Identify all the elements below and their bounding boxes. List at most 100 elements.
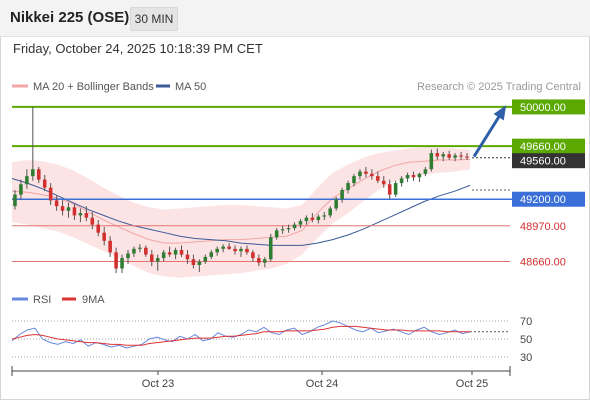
time-axis: Oct 23 Oct 24 Oct 25 bbox=[11, 366, 511, 390]
candle-body bbox=[393, 183, 398, 195]
candle bbox=[358, 169, 362, 180]
candle-body bbox=[227, 246, 231, 249]
candle bbox=[13, 190, 17, 210]
candle bbox=[257, 254, 261, 267]
candle bbox=[316, 214, 321, 224]
level-label-49200: 49200.00 bbox=[520, 194, 566, 206]
candle bbox=[185, 250, 190, 264]
candle-body bbox=[310, 217, 315, 220]
candle-body bbox=[197, 261, 202, 265]
candle-body bbox=[173, 250, 178, 255]
candle bbox=[132, 246, 136, 257]
candle-body bbox=[286, 228, 291, 230]
level-label-50000-box bbox=[512, 99, 585, 115]
candle-body bbox=[429, 153, 434, 170]
candle-body bbox=[120, 258, 124, 269]
candle bbox=[227, 243, 231, 250]
candle bbox=[221, 244, 225, 253]
candle bbox=[48, 183, 53, 205]
candle bbox=[54, 195, 59, 211]
candle bbox=[203, 254, 208, 264]
candle-body bbox=[54, 200, 59, 207]
x-tick-label: Oct 24 bbox=[306, 378, 338, 390]
candle bbox=[453, 153, 457, 162]
candle-body bbox=[274, 230, 279, 238]
candle bbox=[304, 215, 309, 225]
candle-body bbox=[405, 175, 410, 179]
level-label-49200-box bbox=[512, 191, 585, 207]
candle-body bbox=[239, 248, 243, 252]
level-label-48660: 48660.00 bbox=[520, 257, 566, 269]
candle bbox=[387, 179, 392, 200]
candle-body bbox=[72, 207, 77, 216]
candle-body bbox=[191, 259, 196, 265]
x-tick-label: Oct 25 bbox=[456, 378, 488, 390]
candle bbox=[263, 256, 267, 268]
candle-body bbox=[78, 213, 83, 216]
candle bbox=[78, 208, 83, 223]
candle bbox=[138, 244, 142, 253]
candle-body bbox=[387, 184, 392, 195]
ma20-line bbox=[11, 158, 471, 244]
candle bbox=[352, 173, 356, 187]
candle bbox=[435, 148, 440, 160]
candle bbox=[441, 151, 446, 162]
candle-body bbox=[370, 173, 374, 177]
x-tick-label: Oct 23 bbox=[142, 378, 174, 390]
candle-body bbox=[411, 175, 416, 178]
candle bbox=[328, 206, 333, 218]
candle-body bbox=[96, 224, 101, 233]
ma20-legend-label: MA 20 + Bollinger Bands bbox=[33, 81, 154, 93]
candle bbox=[209, 250, 214, 260]
level-label-49560-box bbox=[512, 153, 585, 169]
candle bbox=[447, 150, 451, 160]
rsi-tick-30: 30 bbox=[520, 352, 532, 364]
candle-body bbox=[155, 258, 160, 262]
candle bbox=[298, 218, 303, 229]
candle bbox=[286, 224, 291, 233]
candle bbox=[60, 200, 65, 216]
candle-body bbox=[245, 248, 249, 253]
candle bbox=[173, 247, 178, 260]
level-label-49560: 49560.00 bbox=[520, 156, 566, 168]
candle bbox=[251, 250, 255, 262]
candle-body bbox=[399, 178, 404, 184]
candle-body bbox=[453, 155, 457, 158]
candle-body bbox=[203, 256, 208, 262]
candle bbox=[114, 247, 118, 274]
candle-body bbox=[459, 155, 463, 157]
candle-body bbox=[132, 248, 136, 254]
candle bbox=[334, 196, 338, 211]
candle-body bbox=[298, 221, 303, 225]
candle-body bbox=[42, 179, 47, 188]
candle-body bbox=[340, 190, 344, 200]
rsi-series-9ma bbox=[11, 325, 470, 346]
candle bbox=[268, 233, 273, 262]
candle-body bbox=[423, 169, 428, 174]
candle bbox=[280, 225, 285, 234]
timeframe-button[interactable]: 30 MIN bbox=[130, 7, 178, 31]
candle-body bbox=[102, 232, 106, 241]
candle-body bbox=[90, 217, 95, 225]
candle bbox=[155, 254, 160, 271]
candle bbox=[346, 180, 350, 194]
candle-body bbox=[19, 184, 23, 195]
candle-body bbox=[126, 253, 130, 259]
candle-body bbox=[179, 250, 184, 255]
candle-body bbox=[60, 206, 65, 211]
rsi-legend-label: RSI bbox=[33, 294, 51, 306]
candle-body bbox=[381, 180, 386, 185]
candle-body bbox=[263, 259, 267, 263]
candle bbox=[120, 254, 124, 274]
candle-body bbox=[292, 224, 297, 229]
candle-body bbox=[31, 169, 35, 177]
candle bbox=[191, 254, 196, 269]
candle-body bbox=[435, 153, 440, 157]
candle bbox=[179, 245, 184, 257]
candle-body bbox=[358, 171, 362, 177]
candle bbox=[19, 179, 23, 200]
instrument-title: Nikkei 225 (OSE) bbox=[10, 9, 130, 26]
candle-body bbox=[316, 216, 321, 220]
candle bbox=[393, 180, 398, 197]
timestamp: Friday, October 24, 2025 10:18:39 PM CET bbox=[13, 41, 263, 56]
